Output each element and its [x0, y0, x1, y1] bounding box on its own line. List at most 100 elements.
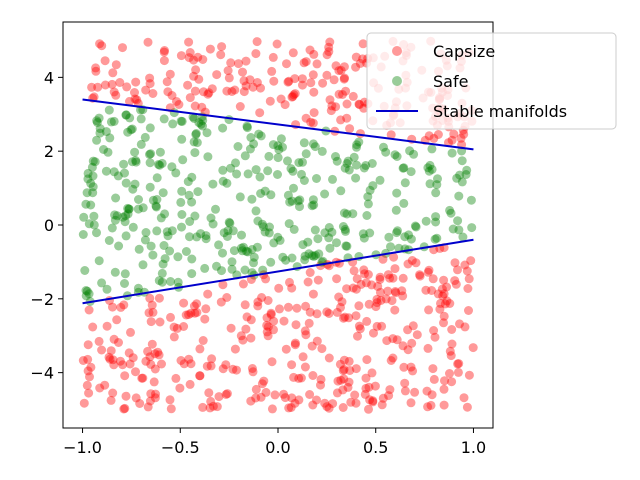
capsize-point	[114, 338, 123, 347]
safe-point	[166, 277, 175, 286]
safe-point	[432, 180, 442, 190]
safe-point	[196, 229, 206, 239]
capsize-point	[175, 383, 185, 393]
capsize-point	[305, 268, 315, 277]
capsize-point	[305, 307, 315, 317]
safe-point	[400, 232, 410, 242]
capsize-point	[241, 56, 251, 66]
safe-point	[79, 212, 89, 222]
capsize-point	[439, 384, 449, 394]
capsize-point	[289, 372, 299, 382]
capsize-point	[333, 376, 343, 386]
safe-point	[127, 124, 137, 134]
capsize-point	[276, 94, 286, 104]
capsize-point	[266, 310, 276, 320]
y-tick-label: 4	[44, 68, 54, 87]
safe-point	[392, 228, 402, 238]
capsize-point	[143, 402, 153, 412]
safe-point	[218, 123, 228, 133]
safe-point	[266, 190, 276, 200]
capsize-point	[308, 118, 318, 128]
capsize-point	[145, 352, 155, 362]
safe-point	[359, 163, 369, 173]
safe-point	[375, 175, 385, 185]
capsize-point	[269, 325, 278, 335]
capsize-point	[355, 324, 365, 334]
safe-point	[406, 234, 416, 244]
safe-point	[208, 219, 218, 229]
capsize-point	[290, 74, 300, 84]
capsize-point	[442, 296, 452, 306]
capsize-point	[242, 312, 252, 322]
capsize-point	[364, 299, 374, 309]
safe-point	[219, 228, 229, 238]
capsize-point	[375, 274, 385, 284]
safe-point	[447, 148, 457, 158]
capsize-point	[312, 309, 322, 319]
capsize-point	[383, 270, 393, 280]
safe-point	[297, 169, 306, 179]
capsize-point	[290, 89, 300, 99]
capsize-point	[440, 376, 449, 386]
capsize-point	[118, 360, 128, 370]
capsize-point	[342, 99, 352, 109]
capsize-point	[385, 273, 395, 283]
capsize-point	[119, 404, 129, 414]
safe-point	[253, 216, 263, 226]
safe-point	[367, 159, 377, 168]
capsize-point	[203, 289, 213, 299]
capsize-point	[332, 274, 342, 284]
safe-point	[78, 230, 88, 239]
capsize-point	[214, 392, 224, 402]
safe-point	[151, 202, 161, 212]
safe-point	[448, 224, 458, 234]
safe-point	[242, 121, 252, 131]
capsize-point	[106, 346, 116, 356]
capsize-point	[275, 304, 284, 314]
upper-stable-manifold-line	[82, 98, 474, 151]
safe-point	[275, 235, 285, 245]
safe-point	[130, 147, 140, 157]
x-tick-label: −0.5	[161, 438, 200, 457]
capsize-point	[280, 393, 290, 403]
capsize-point	[86, 362, 96, 372]
capsize-point	[169, 322, 179, 332]
capsize-point	[184, 354, 194, 364]
capsize-point	[179, 322, 189, 331]
capsize-point	[172, 97, 181, 106]
capsize-point	[248, 82, 258, 92]
capsize-point	[390, 287, 400, 296]
capsize-point	[97, 345, 107, 355]
capsize-point	[297, 74, 307, 84]
safe-point	[145, 123, 155, 133]
safe-point	[124, 204, 134, 214]
capsize-point	[108, 388, 118, 398]
capsize-point	[462, 402, 472, 412]
capsize-point	[320, 398, 330, 408]
safe-point	[121, 211, 131, 221]
capsize-point	[137, 373, 147, 383]
capsize-point	[216, 297, 226, 307]
capsize-point	[403, 325, 413, 335]
capsize-point	[309, 87, 319, 97]
capsize-point	[348, 283, 358, 293]
capsize-point	[206, 361, 216, 371]
safe-point	[240, 265, 250, 275]
safe-point	[148, 195, 158, 205]
safe-point	[105, 133, 115, 143]
safe-point	[312, 174, 321, 183]
capsize-point	[334, 66, 344, 76]
capsize-point	[147, 339, 157, 349]
capsize-point	[410, 387, 420, 397]
capsize-point	[341, 86, 351, 96]
capsize-point	[309, 108, 319, 118]
safe-point	[224, 115, 234, 125]
capsize-point	[212, 402, 222, 412]
capsize-point	[351, 311, 361, 321]
capsize-point	[138, 373, 148, 383]
safe-point	[314, 249, 324, 259]
capsize-point	[429, 133, 439, 143]
capsize-point	[288, 92, 298, 101]
capsize-point	[232, 365, 241, 375]
safe-point	[83, 174, 93, 184]
